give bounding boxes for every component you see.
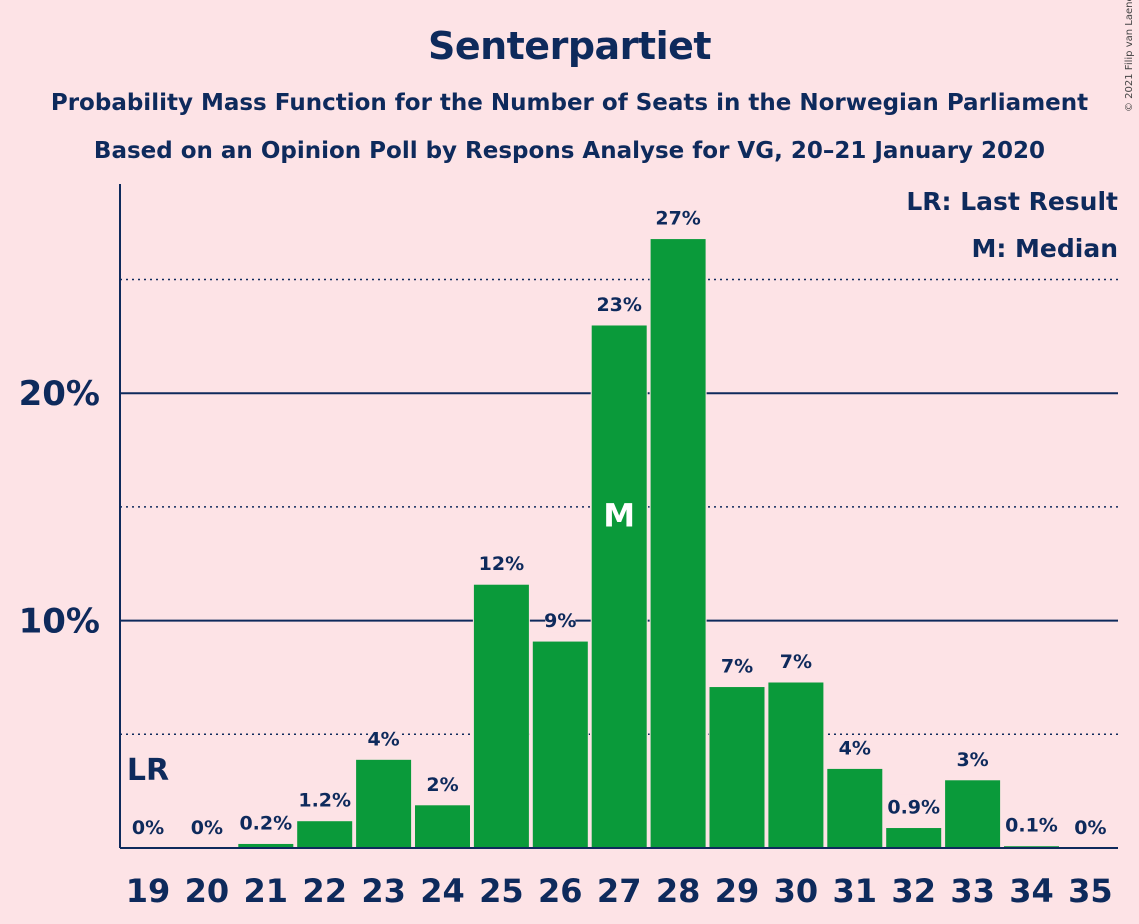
data-label-bg	[480, 551, 522, 576]
data-label: 7%	[721, 656, 753, 678]
x-tick-label: 32	[891, 872, 936, 910]
data-label: 23%	[596, 294, 641, 316]
data-label: 12%	[479, 553, 524, 575]
data-label: 0.1%	[1005, 815, 1058, 837]
bar-seats-33	[944, 779, 1002, 849]
bar-seats-22	[296, 820, 354, 849]
data-label: 1.2%	[298, 790, 351, 812]
legend-entry: LR: Last Result	[906, 187, 1118, 216]
y-tick-label: 10%	[19, 602, 100, 642]
data-label: 0.2%	[239, 812, 292, 834]
data-label: 7%	[780, 651, 812, 673]
bar-seats-30	[767, 681, 825, 849]
bar-seats-24	[414, 804, 471, 849]
bar-seats-31	[826, 767, 884, 849]
data-label: 0.9%	[887, 797, 940, 819]
data-label: 0%	[132, 817, 164, 839]
bar-seats-25	[472, 583, 530, 849]
x-tick-label: 33	[950, 872, 995, 910]
x-tick-label: 21	[244, 872, 289, 910]
x-tick-label: 34	[1009, 872, 1054, 910]
x-tick-label: 23	[361, 872, 406, 910]
bar-seats-29	[708, 686, 766, 849]
data-label: 9%	[544, 610, 576, 632]
legend-entry-bg	[930, 229, 1122, 263]
chart-subtitle-source: Based on an Opinion Poll by Respons Anal…	[93, 138, 1046, 164]
data-label-bg	[133, 815, 163, 839]
x-tick-label: 25	[479, 872, 524, 910]
data-label-bg	[239, 810, 292, 835]
x-tick-label: 27	[597, 872, 642, 910]
data-label-bg	[598, 291, 640, 316]
bars-group	[237, 238, 1060, 849]
bar-seats-26	[531, 640, 589, 849]
data-labels-group: 0% 0% 0.2% 1.2% 4% 2% 12% 9% 23% 27% 7% 7% 4% 0.9% 3% 0…	[127, 205, 1107, 839]
x-tick-label: 19	[126, 872, 171, 910]
legend-entry-bg	[930, 182, 1122, 216]
x-tick-label: 35	[1068, 872, 1113, 910]
data-label: 27%	[655, 208, 700, 230]
chart-title: Senterpartiet	[427, 24, 712, 68]
data-label: 4%	[367, 728, 399, 750]
y-tick-label: 20%	[19, 374, 100, 414]
data-label-bg	[1005, 812, 1058, 837]
bar-seats-23	[355, 758, 413, 849]
data-label-bg	[722, 653, 752, 678]
data-label: 3%	[956, 749, 988, 771]
x-tick-label: 26	[538, 872, 583, 910]
x-tick-label: 28	[656, 872, 701, 910]
data-label: 0%	[1074, 817, 1106, 839]
data-label: 4%	[839, 737, 871, 759]
x-tick-label: 22	[302, 872, 347, 910]
data-label-bg	[298, 787, 351, 812]
data-label-bg	[1075, 815, 1106, 839]
x-tick-label: 24	[420, 872, 465, 910]
x-tick-label: 29	[715, 872, 760, 910]
data-label-bg	[427, 771, 458, 796]
data-label-bg	[368, 726, 399, 751]
last-result-marker: LR	[127, 753, 169, 788]
data-label-bg	[887, 794, 940, 819]
legend: LR: Last Result M: Median	[906, 182, 1122, 263]
data-label-bg	[545, 608, 576, 633]
axes-group: 10% 20% 19 20 21 22 23 24 25 26 27 28 29 30 31 32 33 34 35	[19, 184, 1118, 910]
chart-subtitle-poll: Probability Mass Function for the Number…	[50, 90, 1089, 116]
bar-seats-28	[649, 238, 707, 849]
data-label-bg	[839, 735, 870, 760]
data-label-bg	[957, 746, 988, 771]
legend-entry: M: Median	[971, 234, 1118, 263]
data-label-bg	[191, 815, 222, 839]
bar-seats-27	[590, 324, 648, 849]
x-tick-label: 30	[774, 872, 819, 910]
data-label: 2%	[426, 774, 458, 796]
data-label-bg	[657, 205, 699, 230]
x-tick-label: 20	[185, 872, 230, 910]
x-tick-label: 31	[833, 872, 878, 910]
median-marker: M	[603, 496, 635, 534]
data-label-bg	[780, 649, 811, 673]
bar-seats-32	[885, 827, 943, 849]
data-label: 0%	[191, 817, 223, 839]
